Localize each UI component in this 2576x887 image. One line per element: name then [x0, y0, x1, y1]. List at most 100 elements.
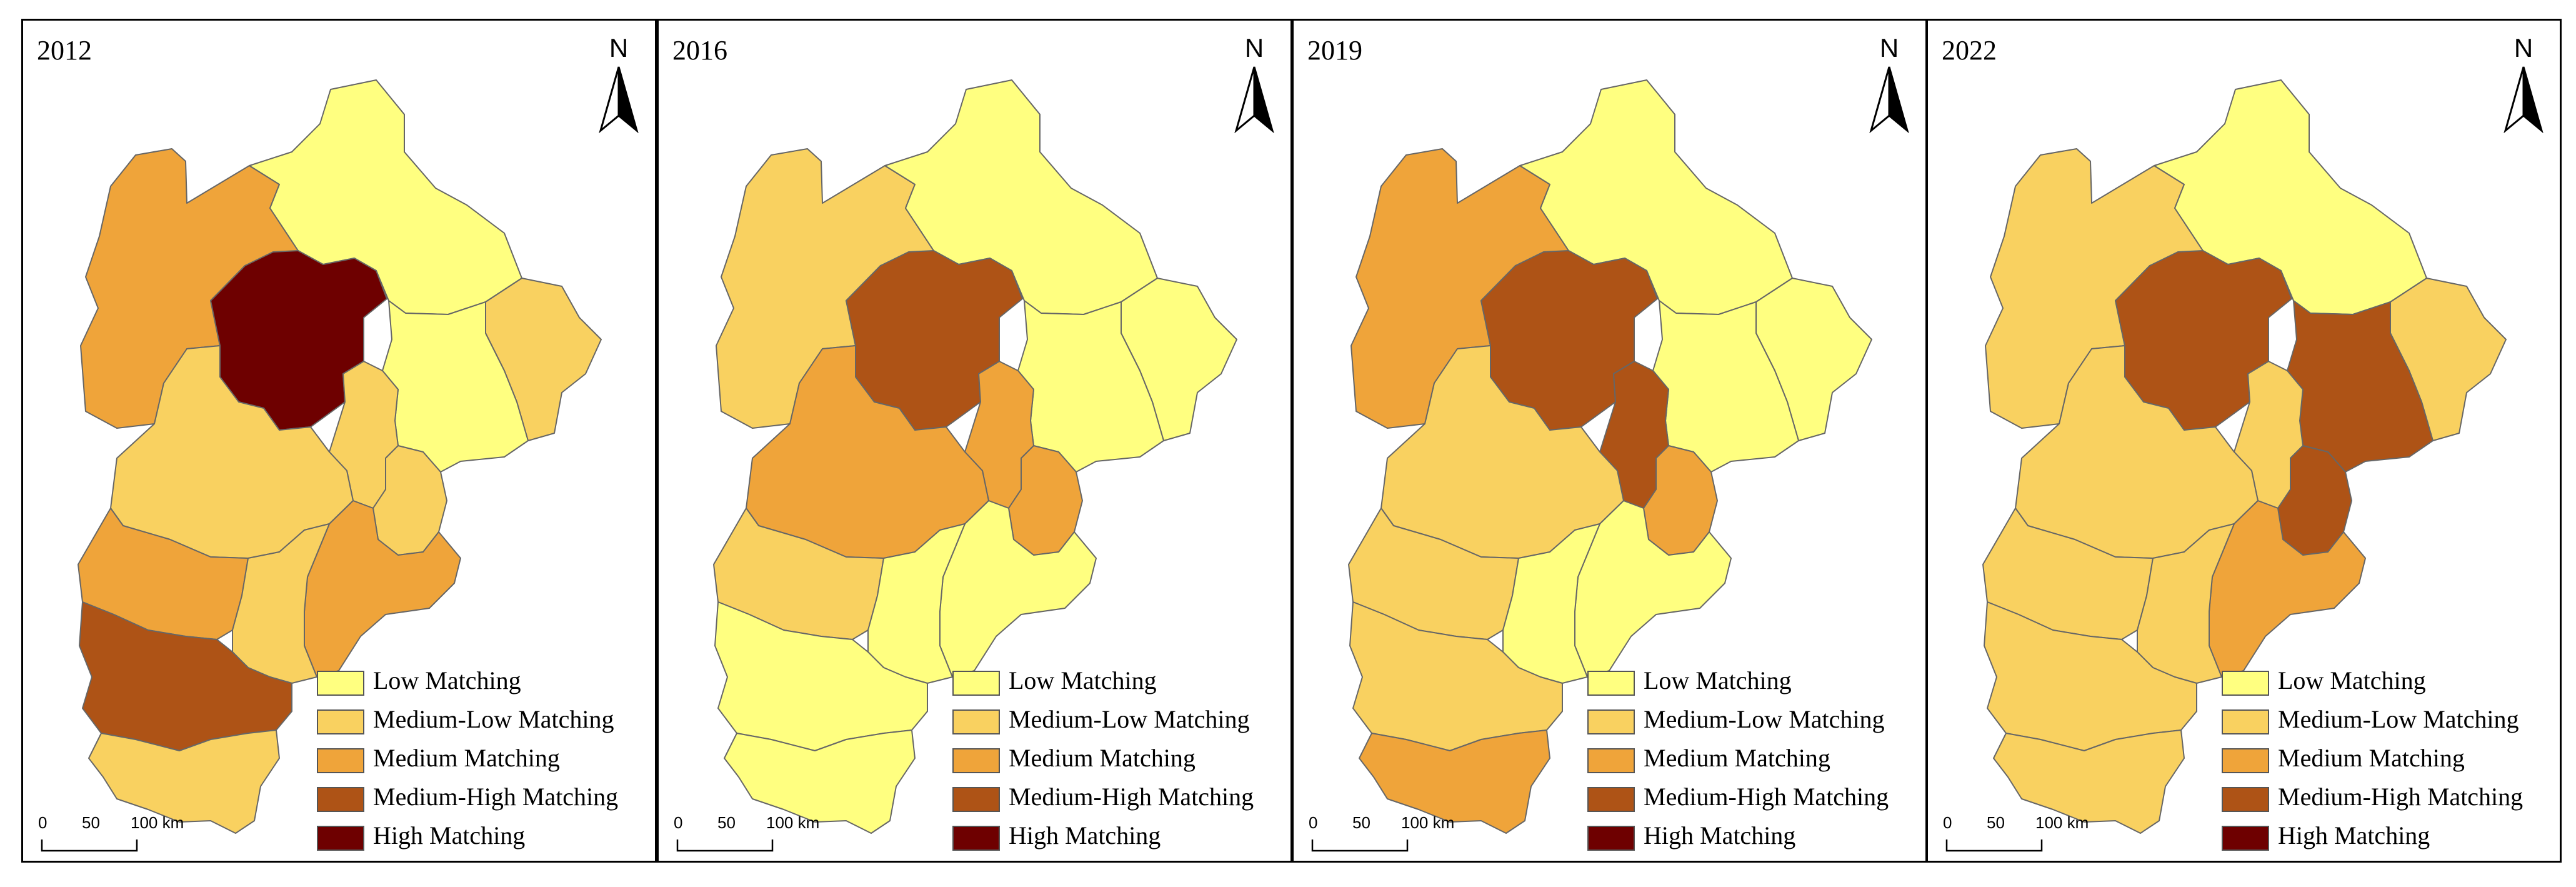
legend: Low Matching Medium-Low Matching Medium Ma… [1587, 663, 1925, 851]
scale-tick-label: 0 [1309, 813, 1318, 832]
legend-label: Medium Matching [1644, 744, 1830, 772]
scale-bar: 0 50 100 km [37, 813, 199, 857]
map-panel-2019: 2019 N Low Matching Medium-Low Matching Medi… [1292, 19, 1927, 863]
scale-tick-label: 50 [717, 813, 736, 832]
scale-bar-line [1311, 839, 1409, 852]
legend-swatch [952, 709, 1000, 734]
region-xingtai [1349, 601, 1563, 751]
north-arrow: N [2502, 33, 2545, 133]
north-arrow-icon [599, 66, 639, 133]
legend-label: Medium Matching [2278, 744, 2465, 772]
legend-item-medium-low-matching: Medium-Low Matching [1587, 702, 1925, 739]
scale-tick-label: 0 [1943, 813, 1952, 832]
region-xingtai [1984, 601, 2197, 751]
legend-item-low-matching: Low Matching [1587, 663, 1925, 701]
region-tangshan [1017, 300, 1164, 473]
region-tangshan [382, 300, 529, 473]
region-tangshan [2287, 300, 2434, 473]
legend-label: Medium Matching [1009, 744, 1196, 772]
legend-label: Medium Matching [373, 744, 560, 772]
legend-swatch [2222, 826, 2269, 851]
scale-bar-line [676, 839, 774, 852]
region-xingtai [714, 601, 928, 751]
legend-item-medium-high-matching: Medium-High Matching [2222, 779, 2559, 817]
map-panel-2022: 2022 N Low Matching Medium-Low Matching Medi… [1926, 19, 2562, 863]
legend-item-medium-low-matching: Medium-Low Matching [952, 702, 1290, 739]
legend-label: Medium-Low Matching [1644, 705, 1885, 733]
legend-swatch [952, 787, 1000, 812]
legend-swatch [317, 787, 364, 812]
scale-tick-label: 0 [674, 813, 683, 832]
legend-item-high-matching: High Matching [952, 818, 1290, 856]
legend-swatch [2222, 748, 2269, 773]
scale-tick-label: 50 [82, 813, 100, 832]
legend-label: Medium-Low Matching [1009, 705, 1250, 733]
legend-item-medium-matching: Medium Matching [317, 741, 654, 778]
choropleth-map-2012 [77, 79, 602, 834]
legend-item-medium-high-matching: Medium-High Matching [1587, 779, 1925, 817]
panel-year-label: 2016 [672, 35, 727, 66]
choropleth-map-2019 [1348, 79, 1872, 834]
legend-label: Low Matching [2278, 666, 2426, 694]
region-tangshan [1652, 300, 1799, 473]
legend-label: Low Matching [1009, 666, 1157, 694]
choropleth-map-2016 [713, 79, 1237, 834]
region-handan [724, 729, 916, 834]
legend-item-medium-high-matching: Medium-High Matching [317, 779, 654, 817]
scale-tick-label: 100 km [131, 813, 184, 832]
legend-swatch [2222, 787, 2269, 812]
region-xingtai [79, 601, 292, 751]
legend-swatch [317, 709, 364, 734]
legend-item-medium-low-matching: Medium-Low Matching [2222, 702, 2559, 739]
north-label: N [1244, 33, 1264, 63]
scale-tick-label: 100 km [766, 813, 820, 832]
legend-label: High Matching [2278, 821, 2430, 849]
panel-year-label: 2019 [1307, 35, 1362, 66]
legend-swatch [317, 671, 364, 696]
legend-swatch [952, 748, 1000, 773]
north-label: N [609, 33, 629, 63]
legend: Low Matching Medium-Low Matching Medium Ma… [317, 663, 654, 851]
legend-item-high-matching: High Matching [1587, 818, 1925, 856]
legend: Low Matching Medium-Low Matching Medium Ma… [952, 663, 1290, 851]
legend-swatch [2222, 671, 2269, 696]
north-label: N [2514, 33, 2534, 63]
scale-bar-line [41, 839, 138, 852]
north-arrow-icon [1234, 66, 1274, 133]
legend-item-medium-matching: Medium Matching [1587, 741, 1925, 778]
legend-swatch [952, 671, 1000, 696]
scale-tick-label: 100 km [2035, 813, 2089, 832]
panel-year-label: 2012 [37, 35, 92, 66]
panel-year-label: 2022 [1942, 35, 1997, 66]
legend-label: Medium-High Matching [1009, 783, 1254, 811]
legend-item-low-matching: Low Matching [952, 663, 1290, 701]
legend-label: Medium-Low Matching [373, 705, 614, 733]
scale-bar: 0 50 100 km [672, 813, 835, 857]
scale-tick-label: 50 [1352, 813, 1370, 832]
scale-tick-label: 0 [38, 813, 47, 832]
legend-label: High Matching [373, 821, 526, 849]
legend-label: High Matching [1644, 821, 1796, 849]
legend-swatch [1587, 748, 1635, 773]
legend-label: Medium-High Matching [2278, 783, 2524, 811]
scale-bar: 0 50 100 km [1307, 813, 1470, 857]
north-label: N [1879, 33, 1899, 63]
legend-swatch [317, 748, 364, 773]
legend-label: Low Matching [1644, 666, 1792, 694]
legend-swatch [317, 826, 364, 851]
legend-item-medium-low-matching: Medium-Low Matching [317, 702, 654, 739]
choropleth-map-2022 [1982, 79, 2507, 834]
north-arrow-icon [2504, 66, 2544, 133]
map-panel-2016: 2016 N Low Matching Medium-Low Matching Medi… [657, 19, 1292, 863]
north-arrow: N [1867, 33, 1911, 133]
scale-bar: 0 50 100 km [1942, 813, 2104, 857]
legend-swatch [2222, 709, 2269, 734]
legend-label: Medium-High Matching [373, 783, 619, 811]
legend-item-low-matching: Low Matching [317, 663, 654, 701]
north-arrow: N [1232, 33, 1276, 133]
north-arrow: N [597, 33, 641, 133]
legend-item-high-matching: High Matching [2222, 818, 2559, 856]
legend-label: High Matching [1009, 821, 1161, 849]
region-handan [1359, 729, 1550, 834]
